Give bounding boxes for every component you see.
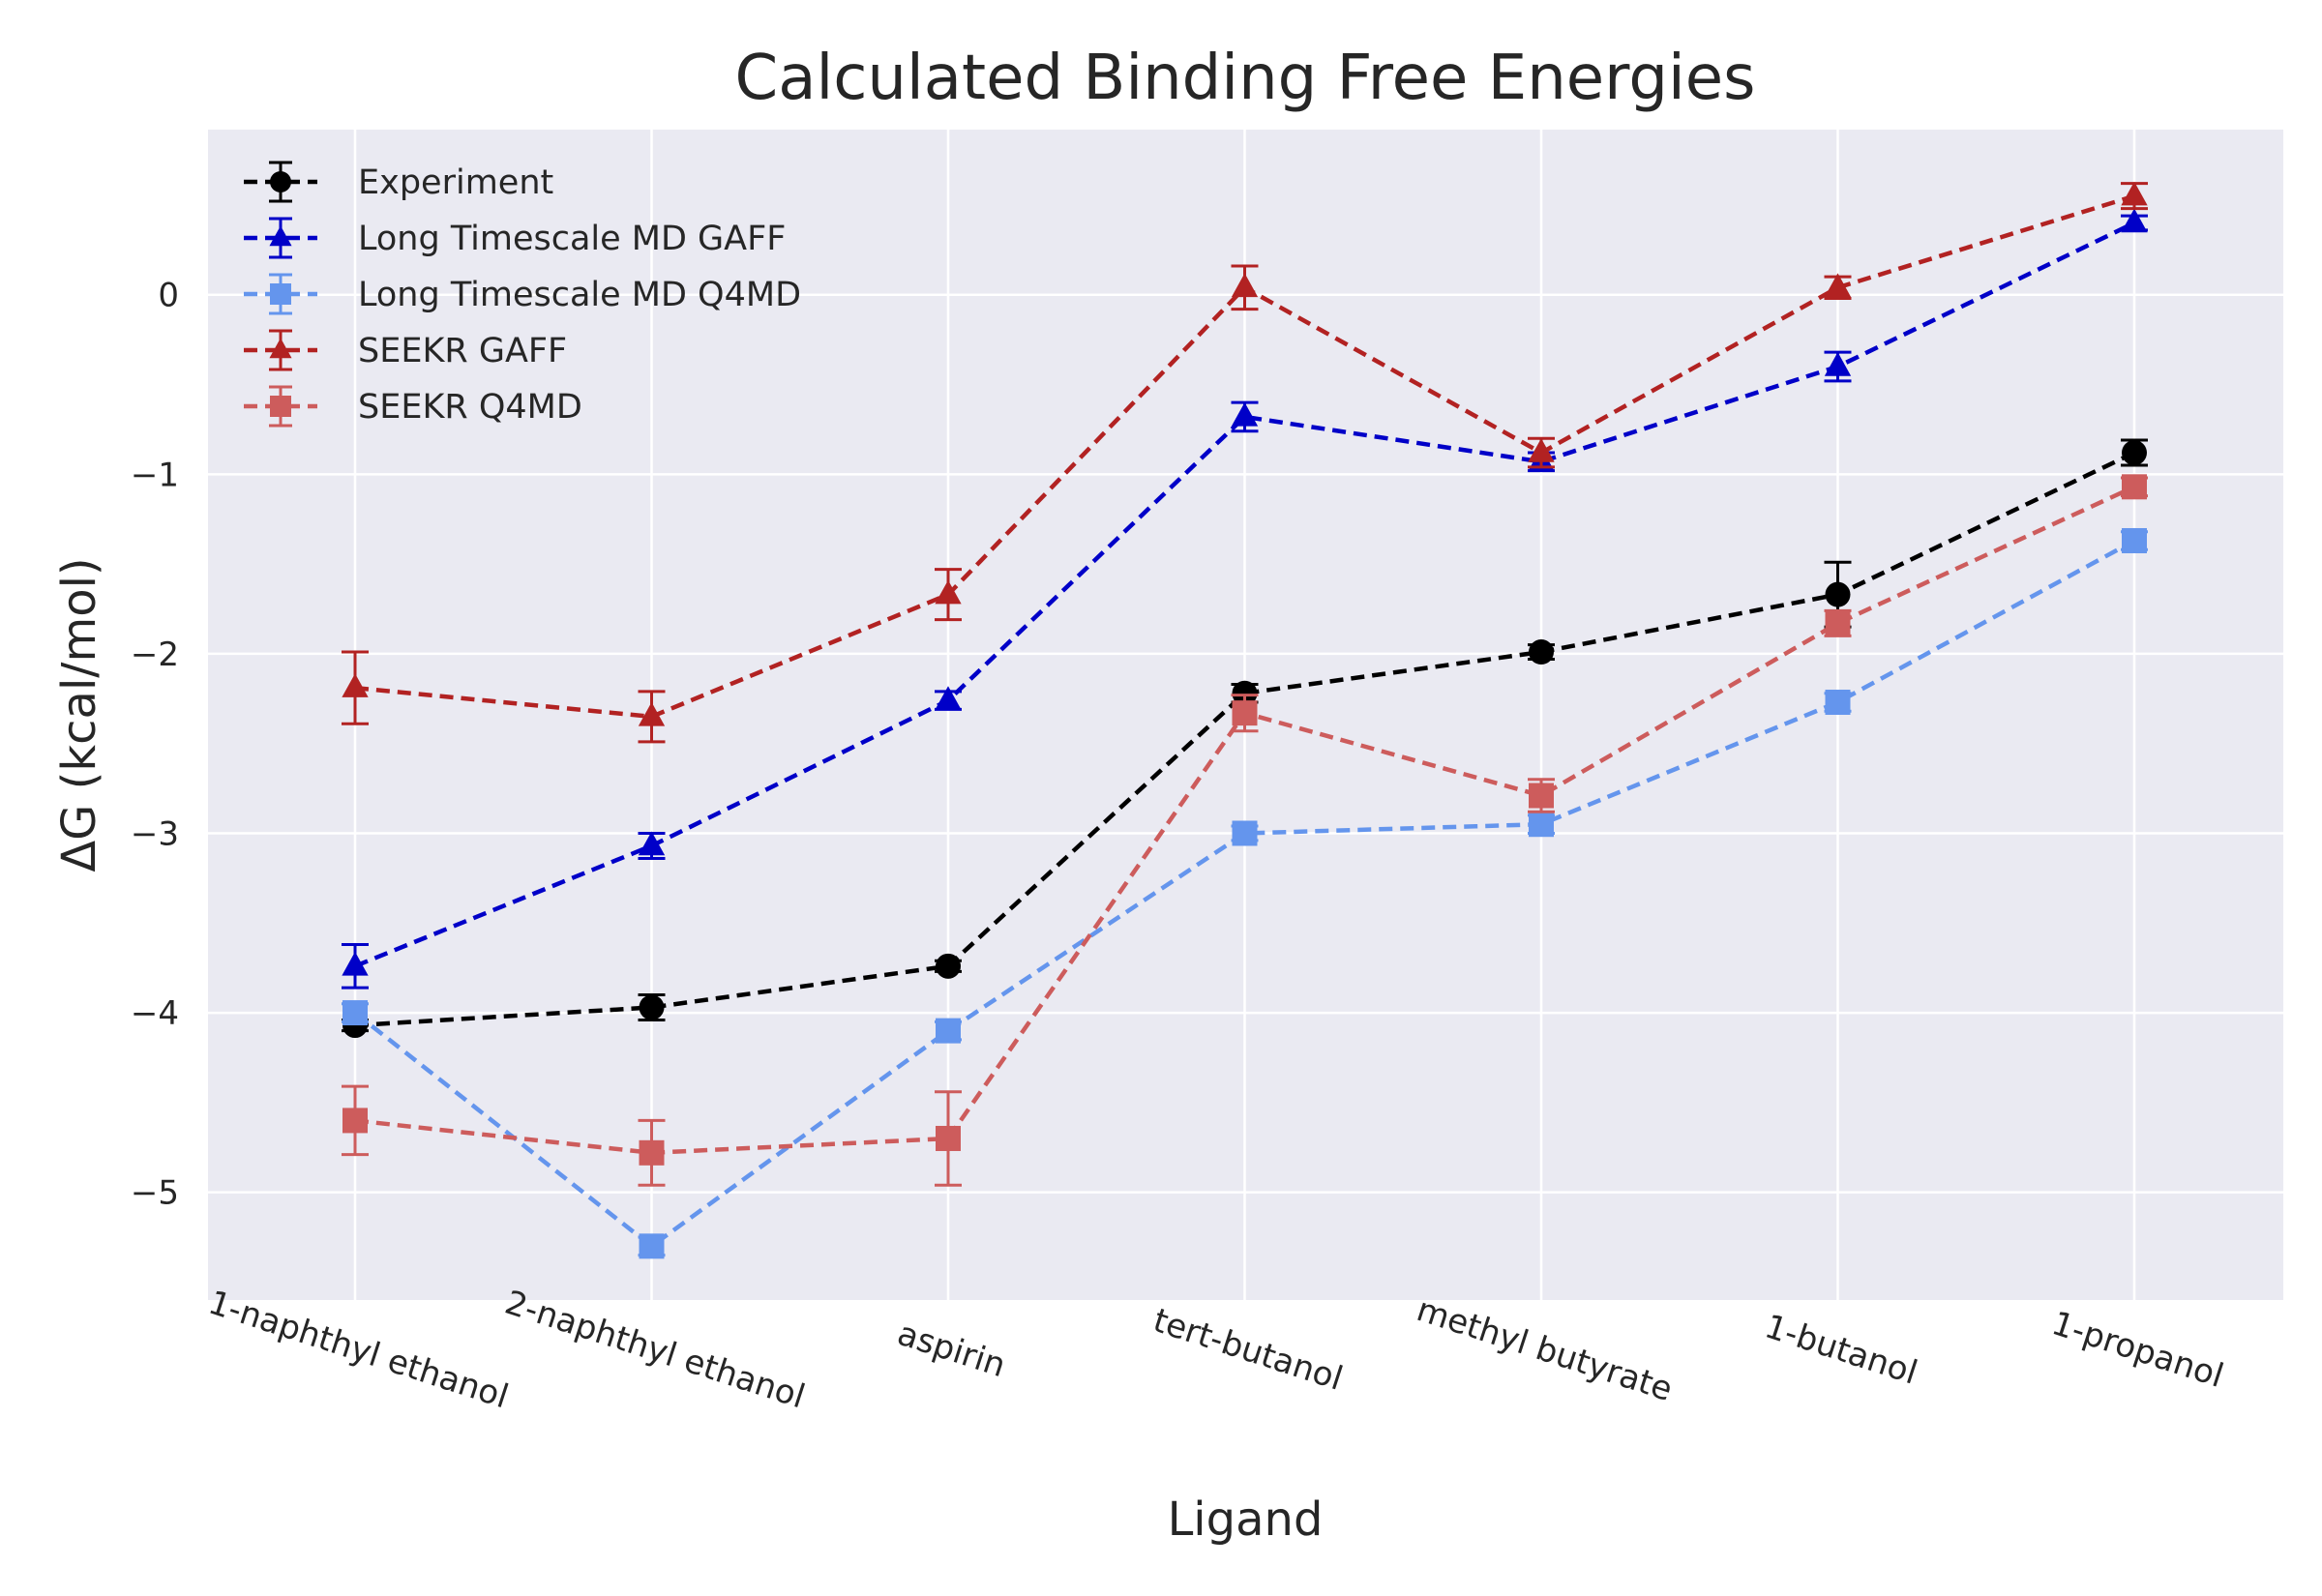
- data-point: [1824, 352, 1852, 376]
- data-point: [342, 951, 369, 976]
- legend-label: Experiment: [358, 163, 553, 202]
- data-point: [639, 1139, 665, 1166]
- data-point: [936, 1125, 961, 1151]
- legend-label: Long Timescale MD GAFF: [358, 220, 786, 258]
- series-4: [342, 474, 2148, 1187]
- data-point: [2122, 440, 2147, 466]
- data-point: [639, 994, 665, 1020]
- data-point: [1825, 690, 1851, 716]
- x-tick-label: methyl butyrate: [1412, 1290, 1677, 1409]
- data-point: [2121, 181, 2148, 206]
- x-tick-label: 2-naphthyl ethanol: [500, 1284, 810, 1417]
- x-tick-label: tert-butanol: [1148, 1301, 1347, 1399]
- data-point: [2121, 208, 2148, 233]
- series-1: [342, 208, 2148, 990]
- data-point: [1529, 783, 1554, 809]
- legend-label: SEEKR Q4MD: [358, 388, 582, 427]
- x-tick-label: aspirin: [893, 1315, 1010, 1385]
- legend-marker: [269, 338, 292, 359]
- y-tick-label: −3: [131, 814, 179, 853]
- data-point: [936, 953, 961, 979]
- y-tick-label: 0: [158, 277, 179, 315]
- legend-marker: [270, 396, 291, 417]
- data-point: [1231, 273, 1259, 298]
- data-point: [1825, 610, 1851, 636]
- legend-entry: SEEKR GAFF: [244, 329, 567, 371]
- y-tick-label: −5: [131, 1174, 179, 1213]
- data-point: [1528, 438, 1555, 462]
- y-tick-label: −1: [131, 456, 179, 494]
- data-point: [935, 686, 962, 710]
- legend-marker: [269, 225, 292, 247]
- legend-marker: [270, 283, 291, 305]
- data-point: [935, 579, 962, 605]
- legend-label: Long Timescale MD Q4MD: [358, 276, 801, 314]
- data-point: [2122, 474, 2147, 500]
- data-point: [638, 701, 666, 726]
- data-point: [342, 1108, 368, 1134]
- data-point: [1824, 273, 1852, 298]
- legend-entry: SEEKR Q4MD: [244, 385, 582, 428]
- legend-entry: Long Timescale MD Q4MD: [244, 273, 801, 315]
- x-tick-label: 1-naphthyl ethanol: [204, 1284, 514, 1417]
- series-0: [342, 438, 2148, 1039]
- series-2: [342, 527, 2148, 1259]
- series-layer: [342, 181, 2148, 1259]
- legend-label: SEEKR GAFF: [358, 332, 567, 370]
- data-point: [1232, 680, 1258, 706]
- data-point: [342, 673, 369, 697]
- legend: Experiment Long Timescale MD GAFF Long Tim…: [244, 161, 801, 428]
- legend-marker: [270, 171, 291, 192]
- y-tick-label: −2: [131, 635, 179, 674]
- x-tick-label: 1-butanol: [1760, 1307, 1921, 1392]
- data-point: [638, 831, 666, 856]
- data-point: [1529, 639, 1554, 665]
- data-point: [639, 1233, 665, 1259]
- series-3: [342, 181, 2148, 744]
- data-point: [1232, 820, 1258, 846]
- legend-entry: Experiment: [244, 161, 553, 203]
- data-point: [1232, 700, 1258, 726]
- data-point: [936, 1018, 961, 1044]
- x-axis-label: Ligand: [1168, 1493, 1324, 1547]
- y-tick-label: −4: [131, 994, 179, 1033]
- data-point: [1231, 401, 1259, 427]
- data-point: [342, 1000, 368, 1026]
- data-point: [2122, 527, 2147, 553]
- legend-entry: Long Timescale MD GAFF: [244, 217, 786, 259]
- chart-title: Calculated Binding Free Energies: [735, 43, 1756, 114]
- x-tick-label: 1-propanol: [2047, 1304, 2228, 1396]
- data-point: [1825, 581, 1851, 607]
- y-axis-label: ΔG (kcal/mol): [52, 557, 106, 872]
- data-point: [1529, 812, 1554, 838]
